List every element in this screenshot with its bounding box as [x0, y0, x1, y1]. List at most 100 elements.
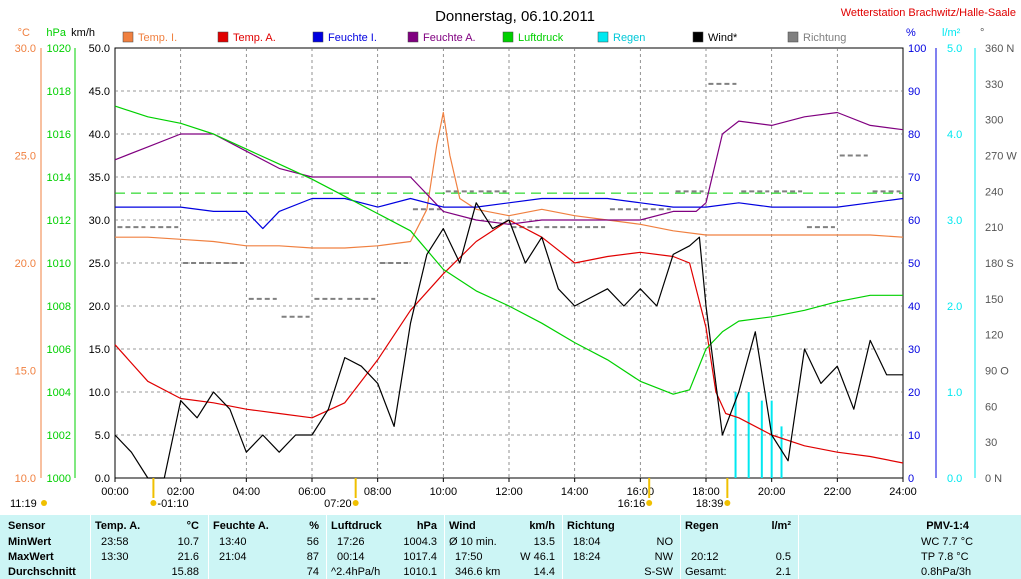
x-tick-label: 04:00: [233, 486, 261, 498]
legend-label: Luftdruck: [518, 32, 564, 44]
time-marker-label: 16:16: [618, 498, 646, 510]
stats-regen-column: Regen l/m² 20:12 0.5 Gesamt: 2.1: [680, 515, 795, 579]
pressure-axis-tick-label: 1002: [47, 430, 71, 442]
humidity-axis-tick-label: 40: [908, 301, 920, 313]
direction-axis-tick-label: 60: [985, 401, 997, 413]
stats-wind-max-time: 17:50: [455, 551, 483, 563]
wind-axis-tick-label: 30.0: [89, 215, 110, 227]
stats-row-max: MaxWert: [8, 551, 54, 563]
sun-icon: [646, 500, 653, 506]
humidity-axis-tick-label: 90: [908, 86, 920, 98]
chart-title: Donnerstag, 06.10.2011: [435, 8, 595, 25]
stats-row-avg: Durchschnitt: [8, 566, 76, 578]
x-tick-label: 18:00: [692, 486, 720, 498]
stats-luftdruck-trend: ^2.4hPa/h: [331, 566, 381, 578]
stats-sensor-column: Sensor MinWert MaxWert Durchschnitt: [8, 515, 88, 579]
stats-richtung-min-value: NO: [656, 536, 674, 548]
stats-feuchte-avg-value: 74: [306, 566, 319, 578]
stats-regen-max-time: 20:12: [691, 551, 719, 563]
stats-temp-column: Temp. A. °C 23:58 10.7 13:30 21.6 15.88: [90, 515, 203, 579]
pressure-axis-tick-label: 1012: [47, 215, 71, 227]
stats-richtung-column: Richtung 18:04 NO 18:24 NW S-SW: [562, 515, 677, 579]
time-marker-label: 18:39: [696, 498, 724, 510]
pressure-axis-tick-label: 1020: [47, 43, 71, 55]
direction-axis-tick-label: 150: [985, 294, 1003, 306]
time-markers: -01:10 07:20 16:16 18:39 11:19: [10, 478, 731, 510]
stats-feuchte-min-value: 56: [306, 536, 319, 548]
stats-luftdruck-max-time: 00:14: [337, 551, 365, 563]
stats-regen-unit: l/m²: [771, 520, 791, 532]
stats-sensor-header: Sensor: [8, 520, 46, 532]
x-tick-label: 14:00: [561, 486, 589, 498]
wind-axis-tick-label: 5.0: [95, 430, 110, 442]
legend-swatch: [122, 31, 134, 43]
stats-luftdruck-max-value: 1017.4: [403, 551, 437, 563]
humidity-axis-tick-label: 100: [908, 43, 926, 55]
pressure-axis-tick-label: 1018: [47, 86, 71, 98]
stats-feuchte-min-time: 13:40: [219, 536, 247, 548]
humidity-axis-tick-label: 30: [908, 344, 920, 356]
direction-axis-tick-label: 30: [985, 437, 997, 449]
stats-pmv-pressure-trend: 0.8hPa/3h: [921, 566, 972, 578]
time-marker-label: -01:10: [157, 498, 188, 510]
humidity-inside-line: [115, 197, 904, 230]
stats-temp-min-value: 10.7: [177, 536, 199, 548]
temp-axis-unit: °C: [18, 27, 30, 39]
wind-axis-tick-label: 25.0: [89, 258, 110, 270]
sun-icon: [150, 500, 157, 506]
direction-axis-tick-label: 90 O: [985, 366, 1009, 378]
direction-axis-tick-label: 0 N: [985, 473, 1002, 485]
stats-wind-max-value: W 46.1: [520, 551, 555, 563]
temp-axis-tick-label: 30.0: [15, 43, 36, 55]
wind-axis-tick-label: 50.0: [89, 43, 110, 55]
x-tick-label: 06:00: [298, 486, 326, 498]
x-tick-label: 16:00: [627, 486, 655, 498]
direction-axis-tick-label: 120: [985, 330, 1003, 342]
stats-luftdruck-avg-value: 1010.1: [403, 566, 437, 578]
legend-label: Temp. I.: [138, 32, 177, 44]
stats-luftdruck-unit: hPa: [416, 520, 437, 532]
stats-temp-max-time: 13:30: [101, 551, 129, 563]
temp-axis-tick-label: 15.0: [15, 366, 36, 378]
legend-label: Feuchte I.: [328, 32, 377, 44]
stats-luftdruck-min-time: 17:26: [337, 536, 365, 548]
stats-temp-min-time: 23:58: [101, 536, 129, 548]
stats-richtung-avg-value: S-SW: [644, 566, 673, 578]
pressure-axis-tick-label: 1010: [47, 258, 71, 270]
stats-temp-max-value: 21.6: [177, 551, 199, 563]
rain-axis-tick-label: 1.0: [947, 387, 962, 399]
stats-regen-total-label: Gesamt:: [685, 566, 727, 578]
legend-label: Regen: [613, 32, 645, 44]
wind-axis-tick-label: 20.0: [89, 301, 110, 313]
x-tick-label: 08:00: [364, 486, 392, 498]
humidity-axis-tick-label: 80: [908, 129, 920, 141]
direction-axis-tick-label: 240: [985, 186, 1003, 198]
direction-axis-unit: °: [980, 27, 984, 39]
stats-richtung-max-value: NW: [654, 551, 673, 563]
wind-axis-tick-label: 40.0: [89, 129, 110, 141]
temp-inside-line: [115, 111, 904, 249]
rain-axis-tick-label: 5.0: [947, 43, 962, 55]
x-tick-label: 20:00: [758, 486, 786, 498]
pressure-axis-tick-label: 1004: [47, 387, 71, 399]
stats-regen-total-value: 2.1: [775, 566, 791, 578]
pressure-axis-tick-label: 1000: [47, 473, 71, 485]
x-tick-label: 24:00: [889, 486, 917, 498]
rain-axis-tick-label: 3.0: [947, 215, 962, 227]
stats-pmv-dewpoint: TP 7.8 °C: [921, 551, 969, 563]
pressure-axis-unit: hPa: [46, 27, 66, 39]
sun-icon: [41, 500, 47, 506]
x-tick-label: 22:00: [824, 486, 852, 498]
time-marker-label: 07:20: [324, 498, 352, 510]
stats-feuchte-max-time: 21:04: [219, 551, 247, 563]
wind-line: [114, 202, 903, 479]
legend-label: Temp. A.: [233, 32, 276, 44]
stats-temp-avg-value: 15.88: [171, 566, 199, 578]
stats-pmv-windchill: WC 7.7 °C: [921, 536, 974, 548]
stats-wind-unit: km/h: [529, 520, 555, 532]
stats-row-min: MinWert: [8, 536, 52, 548]
humidity-axis-tick-label: 20: [908, 387, 920, 399]
sun-icon: [724, 500, 731, 506]
humidity-axis-tick-label: 0: [908, 473, 914, 485]
wind-axis-unit: km/h: [71, 27, 95, 39]
